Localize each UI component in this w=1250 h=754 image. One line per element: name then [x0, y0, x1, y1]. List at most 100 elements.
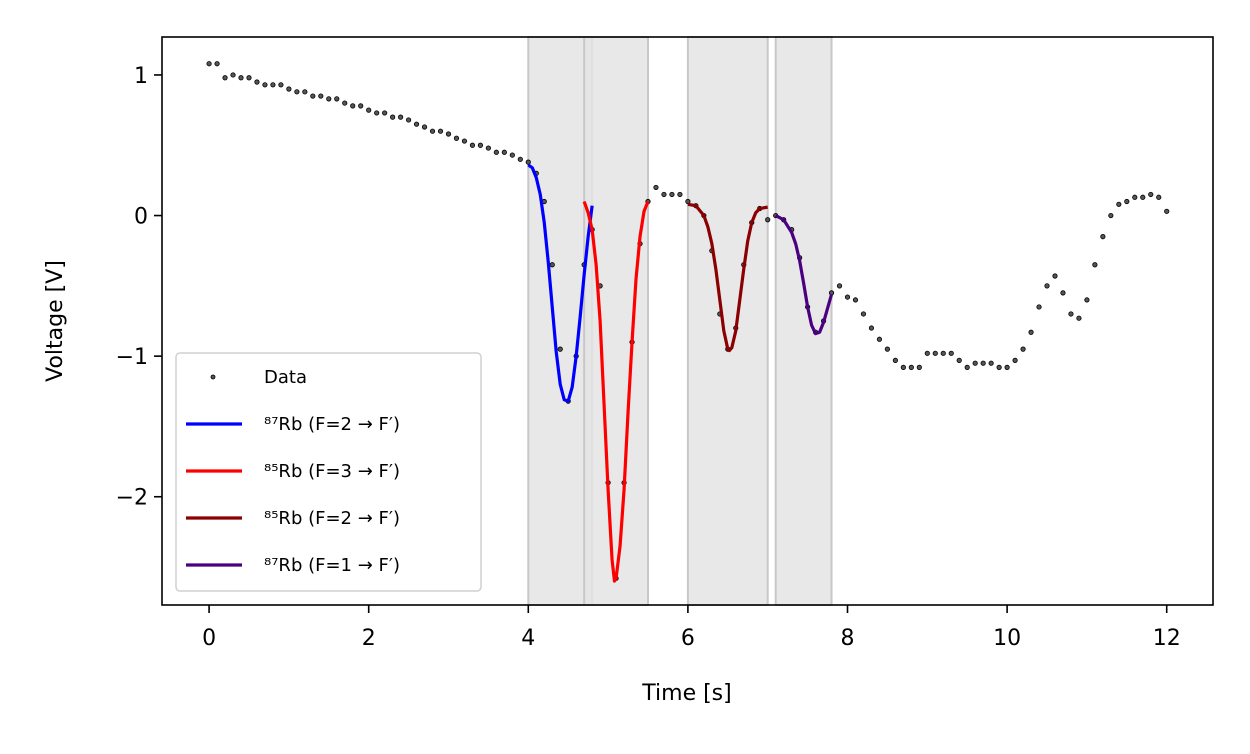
x-tick-label: 6 — [681, 626, 695, 651]
data-point — [517, 156, 523, 162]
data-point — [1148, 191, 1154, 198]
data-point — [1108, 212, 1114, 219]
legend-label: ⁸⁷Rb (F=2 → F′) — [264, 414, 400, 435]
plot — [206, 61, 1170, 583]
data-point — [1100, 234, 1106, 240]
x-tick-label: 2 — [362, 626, 376, 651]
data-point — [1116, 201, 1122, 207]
data-point — [677, 191, 683, 198]
data-point — [948, 350, 954, 356]
data-point — [254, 79, 260, 85]
ticks: 0 2 4 6 8 10 12 −2 −1 0 1 — [116, 64, 1181, 651]
data-point — [988, 360, 994, 366]
data-point — [222, 75, 228, 81]
x-tick-label: 4 — [521, 626, 535, 651]
data-point — [884, 346, 891, 352]
data-point — [350, 103, 356, 109]
data-point — [964, 364, 970, 370]
data-point — [461, 138, 468, 144]
data-point — [262, 82, 268, 88]
data-point — [469, 142, 476, 148]
data-point — [908, 364, 914, 370]
data-point — [429, 128, 436, 134]
legend-box — [175, 352, 482, 592]
data-point — [374, 110, 380, 116]
data-point — [932, 350, 938, 356]
data-point — [1012, 357, 1018, 363]
data-point — [1052, 273, 1058, 279]
data-point — [1004, 364, 1010, 370]
y-tick-label: −2 — [116, 486, 148, 511]
data-point — [421, 124, 428, 130]
data-point — [238, 75, 244, 81]
data-point — [1020, 346, 1026, 352]
data-point — [413, 121, 420, 127]
y-tick-label: −1 — [116, 345, 148, 370]
data-point — [390, 114, 396, 120]
fit-line — [527, 163, 594, 403]
data-point — [206, 61, 212, 67]
data-point — [437, 128, 444, 134]
data-point — [1132, 194, 1138, 200]
data-point — [1084, 297, 1090, 303]
data-point — [844, 294, 851, 300]
data-point — [366, 107, 372, 113]
fit-line — [774, 214, 834, 336]
data-point — [358, 103, 364, 109]
shaded-span — [583, 36, 649, 606]
data-point — [230, 72, 236, 78]
data-point — [1068, 311, 1074, 317]
data-point — [836, 283, 843, 289]
data-point — [485, 145, 491, 151]
data-point — [1124, 198, 1130, 205]
data-point — [661, 191, 667, 198]
fit-line — [687, 202, 768, 353]
data-point — [509, 152, 515, 158]
data-point — [892, 357, 898, 363]
data-point — [214, 61, 220, 67]
data-point — [1164, 208, 1170, 214]
data-point — [972, 360, 978, 366]
data-point — [270, 82, 276, 88]
data-point — [669, 191, 675, 198]
data-point — [916, 364, 922, 370]
data-point — [477, 142, 484, 148]
data-point — [1028, 329, 1034, 335]
shaded-span — [686, 36, 769, 606]
y-tick-label: 0 — [134, 205, 148, 230]
data-point — [860, 311, 867, 317]
y-tick-label: 1 — [134, 64, 148, 89]
data-point — [1060, 290, 1066, 296]
data-point — [525, 159, 531, 165]
x-tick-label: 8 — [841, 626, 855, 651]
data-point — [1092, 262, 1098, 268]
legend-label: ⁸⁷Rb (F=1 → F′) — [264, 555, 400, 576]
data-point — [318, 93, 324, 99]
data-point — [980, 360, 986, 366]
data-point — [278, 82, 284, 88]
x-tick-label: 10 — [993, 626, 1021, 651]
data-point — [493, 149, 499, 155]
data-point — [876, 336, 883, 342]
data-point — [501, 149, 507, 155]
shaded-span — [527, 36, 594, 606]
legend: Data ⁸⁷Rb (F=2 → F′) ⁸⁵Rb (F=3 → F′) ⁸⁵Rb (… — [175, 352, 482, 592]
data-point — [549, 262, 555, 268]
data-point — [1076, 315, 1082, 321]
data-point — [405, 117, 412, 123]
data-point — [653, 184, 659, 191]
data-point — [956, 357, 962, 363]
y-axis-label: Voltage [V] — [43, 260, 68, 382]
data-point — [246, 75, 252, 81]
data-point — [996, 364, 1002, 370]
data-point — [685, 198, 691, 205]
data-point — [868, 325, 875, 331]
data-point — [445, 131, 452, 137]
data-point — [1156, 194, 1162, 200]
data-point — [326, 96, 332, 102]
legend-label: ⁸⁵Rb (F=3 → F′) — [264, 461, 400, 482]
data-point — [900, 364, 906, 370]
data-point — [398, 114, 404, 120]
x-tick-label: 12 — [1153, 626, 1181, 651]
